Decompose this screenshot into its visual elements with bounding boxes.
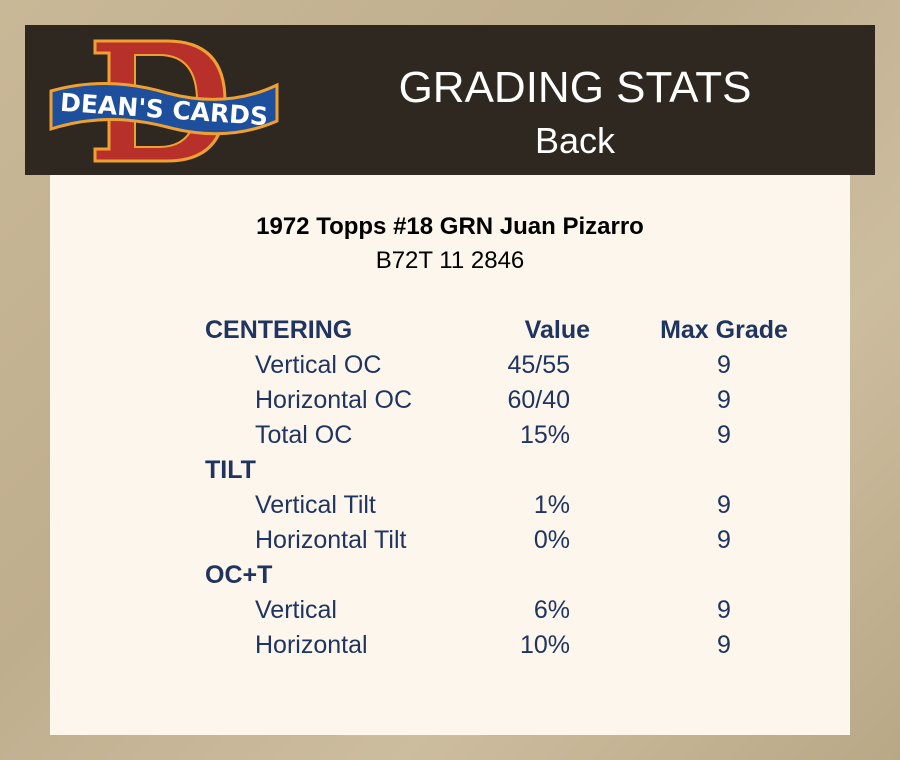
- row-value: 10%: [519, 631, 570, 659]
- header-bar: DEAN'S CARDS GRADING STATS Back: [25, 25, 875, 175]
- row-max-grade: 9: [717, 491, 731, 519]
- row-max-grade: 9: [717, 386, 731, 414]
- section-label: TILT: [205, 456, 256, 484]
- section-header: OC+T: [50, 558, 850, 593]
- row-label: Vertical OC: [255, 351, 382, 379]
- row-value: 0%: [533, 526, 570, 554]
- row-label: Vertical Tilt: [255, 491, 376, 519]
- value-column-header: Value: [524, 316, 590, 344]
- table-row: Total OC 15% 9: [50, 418, 850, 453]
- row-max-grade: 9: [717, 421, 731, 449]
- row-value: 60/40: [507, 386, 570, 414]
- table-row: Horizontal OC 60/40 9: [50, 383, 850, 418]
- row-label: Horizontal OC: [255, 386, 412, 414]
- card-name: 1972 Topps #18 GRN Juan Pizarro: [256, 213, 644, 240]
- stats-panel: 1972 Topps #18 GRN Juan Pizarro B72T 11 …: [50, 175, 850, 735]
- page-subtitle: Back: [534, 120, 616, 161]
- row-value: 15%: [519, 421, 570, 449]
- row-max-grade: 9: [717, 596, 731, 624]
- page-title: GRADING STATS: [398, 63, 752, 112]
- section-header: TILT: [50, 453, 850, 488]
- row-max-grade: 9: [717, 351, 731, 379]
- max-grade-column-header: Max Grade: [660, 316, 788, 344]
- table-row: Vertical Tilt 1% 9: [50, 488, 850, 523]
- centering-section-label: CENTERING: [205, 316, 353, 344]
- row-max-grade: 9: [717, 526, 731, 554]
- section-label: OC+T: [205, 561, 273, 589]
- card-code: B72T 11 2846: [375, 247, 525, 274]
- row-value: 6%: [533, 596, 570, 624]
- row-label: Horizontal Tilt: [255, 526, 407, 554]
- row-max-grade: 9: [717, 631, 731, 659]
- table-header: CENTERING Value Max Grade: [50, 313, 850, 348]
- table-row: Vertical OC 45/55 9: [50, 348, 850, 383]
- row-label: Total OC: [255, 421, 353, 449]
- row-value: 1%: [533, 491, 570, 519]
- table-row: Horizontal 10% 9: [50, 628, 850, 663]
- row-value: 45/55: [507, 351, 570, 379]
- row-label: Horizontal: [255, 631, 368, 659]
- deans-cards-logo: DEAN'S CARDS: [49, 39, 279, 163]
- table-row: Vertical 6% 9: [50, 593, 850, 628]
- table-row: Horizontal Tilt 0% 9: [50, 523, 850, 558]
- row-label: Vertical: [255, 596, 337, 624]
